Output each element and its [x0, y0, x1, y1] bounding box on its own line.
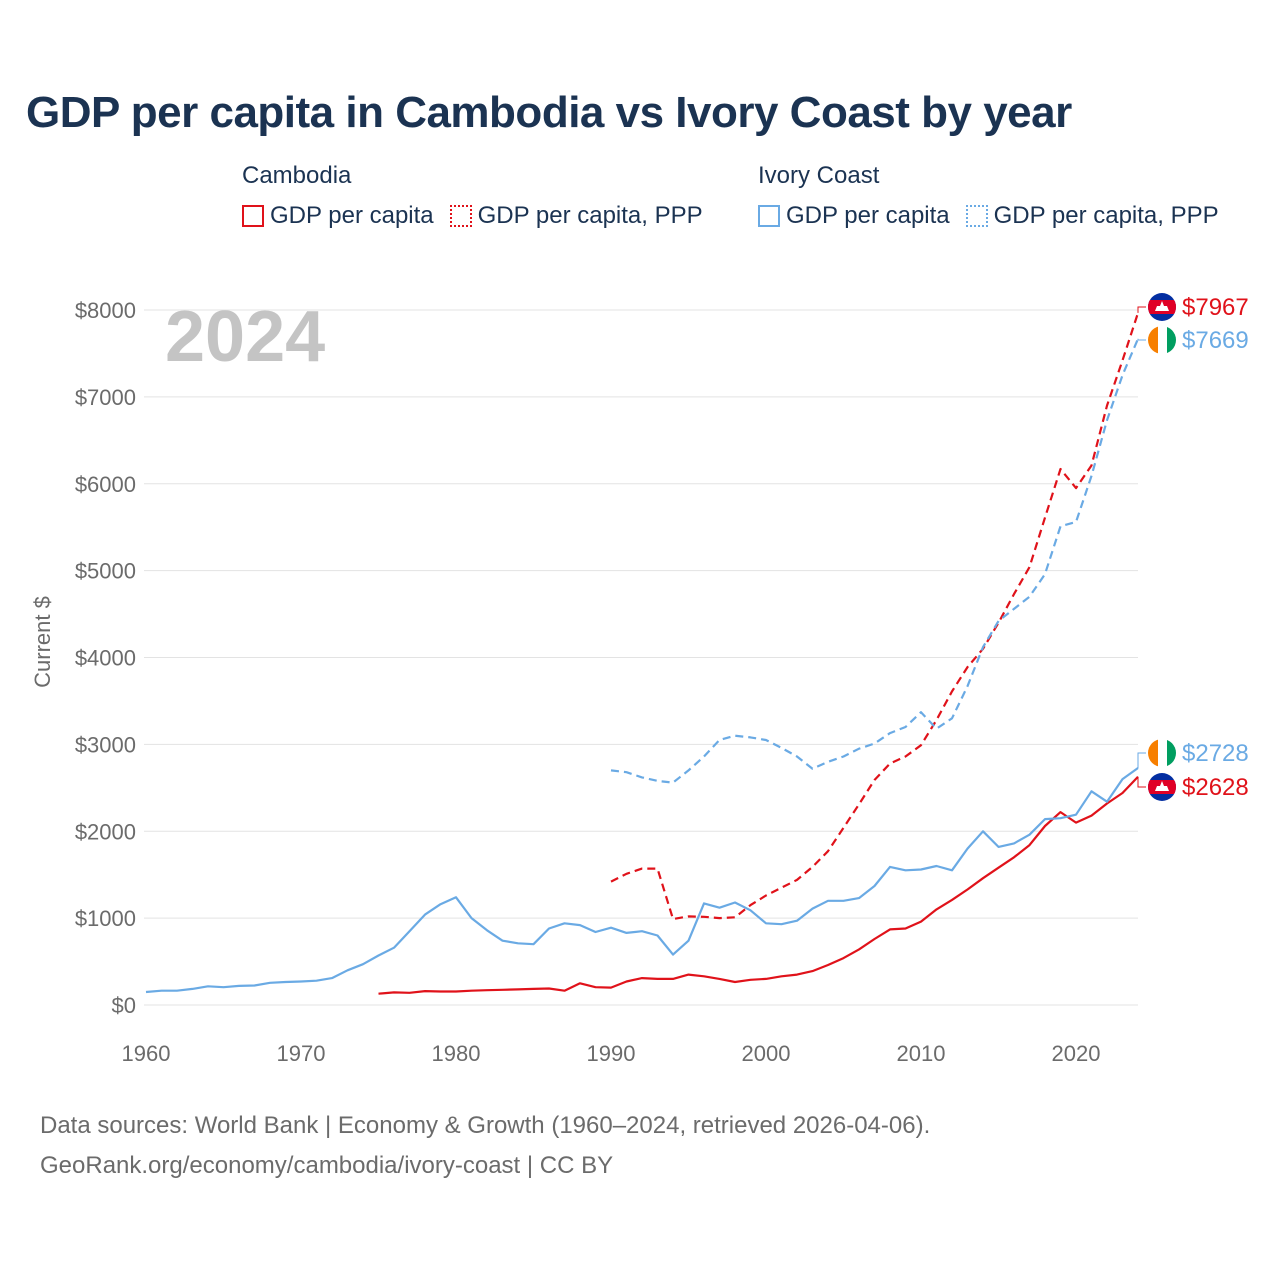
series-line-ci_gdp[interactable] [145, 767, 1139, 994]
legend-item-label: GDP per capita, PPP [993, 202, 1219, 229]
end-label-connector [1137, 338, 1146, 341]
y-tick-label: $0 [112, 993, 136, 1018]
legend-group-ivory-coast: Ivory Coast GDP per capita GDP per capit… [758, 162, 1219, 230]
series-line-kh_ppp[interactable] [610, 312, 1140, 921]
y-tick-label: $3000 [75, 732, 136, 757]
end-label-connector [1137, 776, 1146, 788]
solid-swatch-icon [758, 205, 780, 227]
legend-group-title: Cambodia [242, 162, 352, 189]
end-value-label: $7967 [1182, 294, 1249, 321]
legend-item-label: GDP per capita, PPP [477, 202, 703, 229]
cambodia-flag-icon [1148, 773, 1176, 801]
year-label: 2024 [165, 297, 326, 377]
x-tick-label: 1970 [277, 1041, 326, 1066]
dotted-swatch-icon [449, 205, 472, 227]
solid-swatch-icon [242, 205, 264, 227]
y-axis-title: Current $ [30, 596, 55, 688]
end-value-label: $7669 [1182, 327, 1249, 354]
legend-item-ivory-coast-ppp[interactable]: GDP per capita, PPP [965, 202, 1219, 230]
y-tick-label: $7000 [75, 385, 136, 410]
x-tick-label: 2000 [742, 1041, 791, 1066]
legend-group-cambodia: Cambodia GDP per capita GDP per capita, … [242, 162, 703, 230]
end-label-connector [1137, 306, 1146, 313]
cambodia-flag-icon [1148, 293, 1176, 321]
x-tick-label: 2020 [1052, 1041, 1101, 1066]
chart-title: GDP per capita in Cambodia vs Ivory Coas… [26, 88, 1072, 137]
data-source-text: Data sources: World Bank | Economy & Gro… [40, 1112, 931, 1139]
end-value-label: $2628 [1182, 774, 1249, 801]
y-tick-label: $5000 [75, 559, 136, 584]
legend-group-title: Ivory Coast [758, 162, 880, 189]
ivory-coast-flag-icon [1148, 739, 1176, 767]
x-tick-label: 1990 [587, 1041, 636, 1066]
footer: Data sources: World Bank | Economy & Gro… [40, 1106, 930, 1186]
series-line-kh_gdp[interactable] [378, 775, 1139, 995]
y-tick-label: $8000 [75, 298, 136, 323]
legend-item-ivory-coast-gdp[interactable]: GDP per capita [758, 202, 950, 230]
y-tick-label: $1000 [75, 906, 136, 931]
legend-item-label: GDP per capita [786, 202, 950, 229]
x-tick-label: 1960 [122, 1041, 171, 1066]
end-value-label: $2728 [1182, 740, 1249, 767]
legend-item-label: GDP per capita [270, 202, 434, 229]
y-tick-label: $4000 [75, 646, 136, 671]
y-tick-label: $6000 [75, 472, 136, 497]
x-tick-label: 1980 [432, 1041, 481, 1066]
ivory-coast-flag-icon [1148, 326, 1176, 354]
x-tick-label: 2010 [897, 1041, 946, 1066]
series-line-ci_ppp[interactable] [610, 338, 1140, 784]
legend-item-cambodia-gdp[interactable]: GDP per capita [242, 202, 434, 230]
source-link[interactable]: GeoRank.org/economy/cambodia/ivory-coast… [40, 1152, 614, 1179]
dotted-swatch-icon [965, 205, 988, 227]
end-label-connector [1137, 752, 1146, 769]
legend-item-cambodia-ppp[interactable]: GDP per capita, PPP [449, 202, 703, 230]
y-tick-label: $2000 [75, 819, 136, 844]
